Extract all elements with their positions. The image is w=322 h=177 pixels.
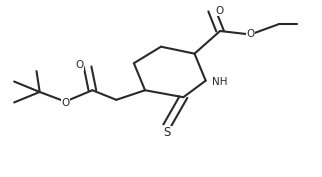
Text: O: O	[246, 30, 254, 39]
Text: O: O	[215, 6, 223, 16]
Text: NH: NH	[212, 77, 228, 87]
Text: O: O	[75, 60, 84, 70]
Text: O: O	[61, 98, 69, 108]
Text: S: S	[164, 126, 171, 139]
